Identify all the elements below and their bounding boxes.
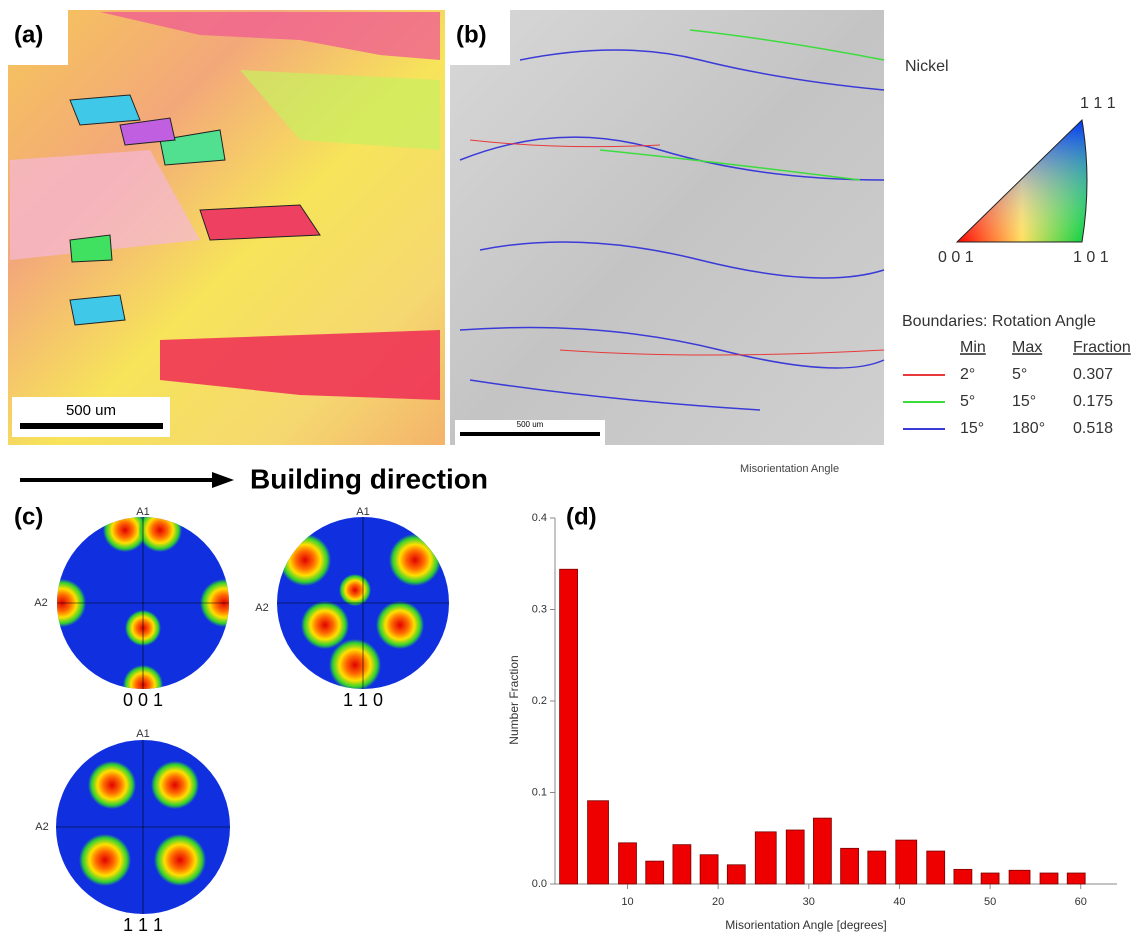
table-header: Max [1012,339,1042,356]
x-tick-label: 30 [803,896,815,908]
caption: Misorientation Angle [740,463,839,475]
x-axis-label: Misorientation Angle [degrees] [725,918,886,932]
x-tick-label: 50 [984,896,996,908]
bar [700,855,718,884]
ipf-corner: 0 0 1 [938,249,974,266]
bar [868,851,886,884]
bar [1067,873,1085,884]
pole-axis: A2 [34,597,47,609]
bar [727,865,745,884]
panel-label: (a) [14,21,43,48]
table-title: Boundaries: Rotation Angle [902,313,1096,330]
table-header: Fraction [1073,339,1131,356]
y-tick-label: 0.4 [532,512,547,524]
ipf-corner: 1 1 1 [1080,95,1116,112]
pole-axis: A1 [136,506,149,518]
bar [896,840,917,884]
y-axis-label: Number Fraction [507,655,521,744]
table-cell: 0.518 [1073,420,1113,437]
ipf-map [8,10,445,445]
table-cell: 0.307 [1073,366,1113,383]
table-cell: 5° [1012,366,1027,383]
bar [755,832,776,884]
table-cell: 5° [960,393,975,410]
y-tick-label: 0.2 [532,695,547,707]
building-direction: Building direction [250,463,488,494]
table-header: Min [960,339,986,356]
bar [1009,870,1030,884]
table-cell: 2° [960,366,975,383]
pole-figure [277,517,449,691]
bar [786,830,804,884]
pole-axis: A2 [35,821,48,833]
table-cell: 0.175 [1073,393,1113,410]
y-tick-label: 0.1 [532,786,547,798]
table-cell: 15° [960,420,984,437]
y-tick-label: 0.0 [532,878,547,890]
bar [619,843,637,884]
x-tick-label: 60 [1075,896,1087,908]
panel-label: (d) [566,503,597,530]
material-label: Nickel [905,58,949,75]
bar [981,873,999,884]
pole-figure [56,740,230,914]
panel-label: (c) [14,503,43,530]
pole-figure-label: 1 1 1 [123,915,163,935]
table-cell: 15° [1012,393,1036,410]
scale-bar-label: 500 um [66,402,116,419]
bar [954,869,972,884]
bar [588,801,609,884]
x-tick-label: 10 [621,896,633,908]
scale-bar-label: 500 um [517,420,544,429]
boundary-map [450,10,884,445]
bar [841,848,859,884]
ipf-triangle [957,120,1087,242]
building-arrow [20,472,234,488]
bar [1040,873,1058,884]
pole-axis: A2 [255,602,268,614]
pole-axis: A1 [136,728,149,740]
pole-figure-label: 1 1 0 [343,690,383,710]
pole-axis: A1 [356,506,369,518]
bar [813,818,831,884]
table-cell: 180° [1012,420,1045,437]
figure: (a) 500 um (b) 500 um Nickel 1 1 1 0 0 1… [0,0,1142,936]
x-tick-label: 40 [893,896,905,908]
boundary-table: Boundaries: Rotation Angle Min Max Fract… [902,313,1131,437]
panel-label: (b) [456,21,487,48]
ipf-corner: 1 0 1 [1073,249,1109,266]
bar [646,861,664,884]
y-tick-label: 0.3 [532,603,547,615]
bar [560,569,578,884]
pole-figure [38,508,248,705]
bar [673,845,691,884]
x-tick-label: 20 [712,896,724,908]
pole-figure-label: 0 0 1 [123,690,163,710]
bar [927,851,945,884]
